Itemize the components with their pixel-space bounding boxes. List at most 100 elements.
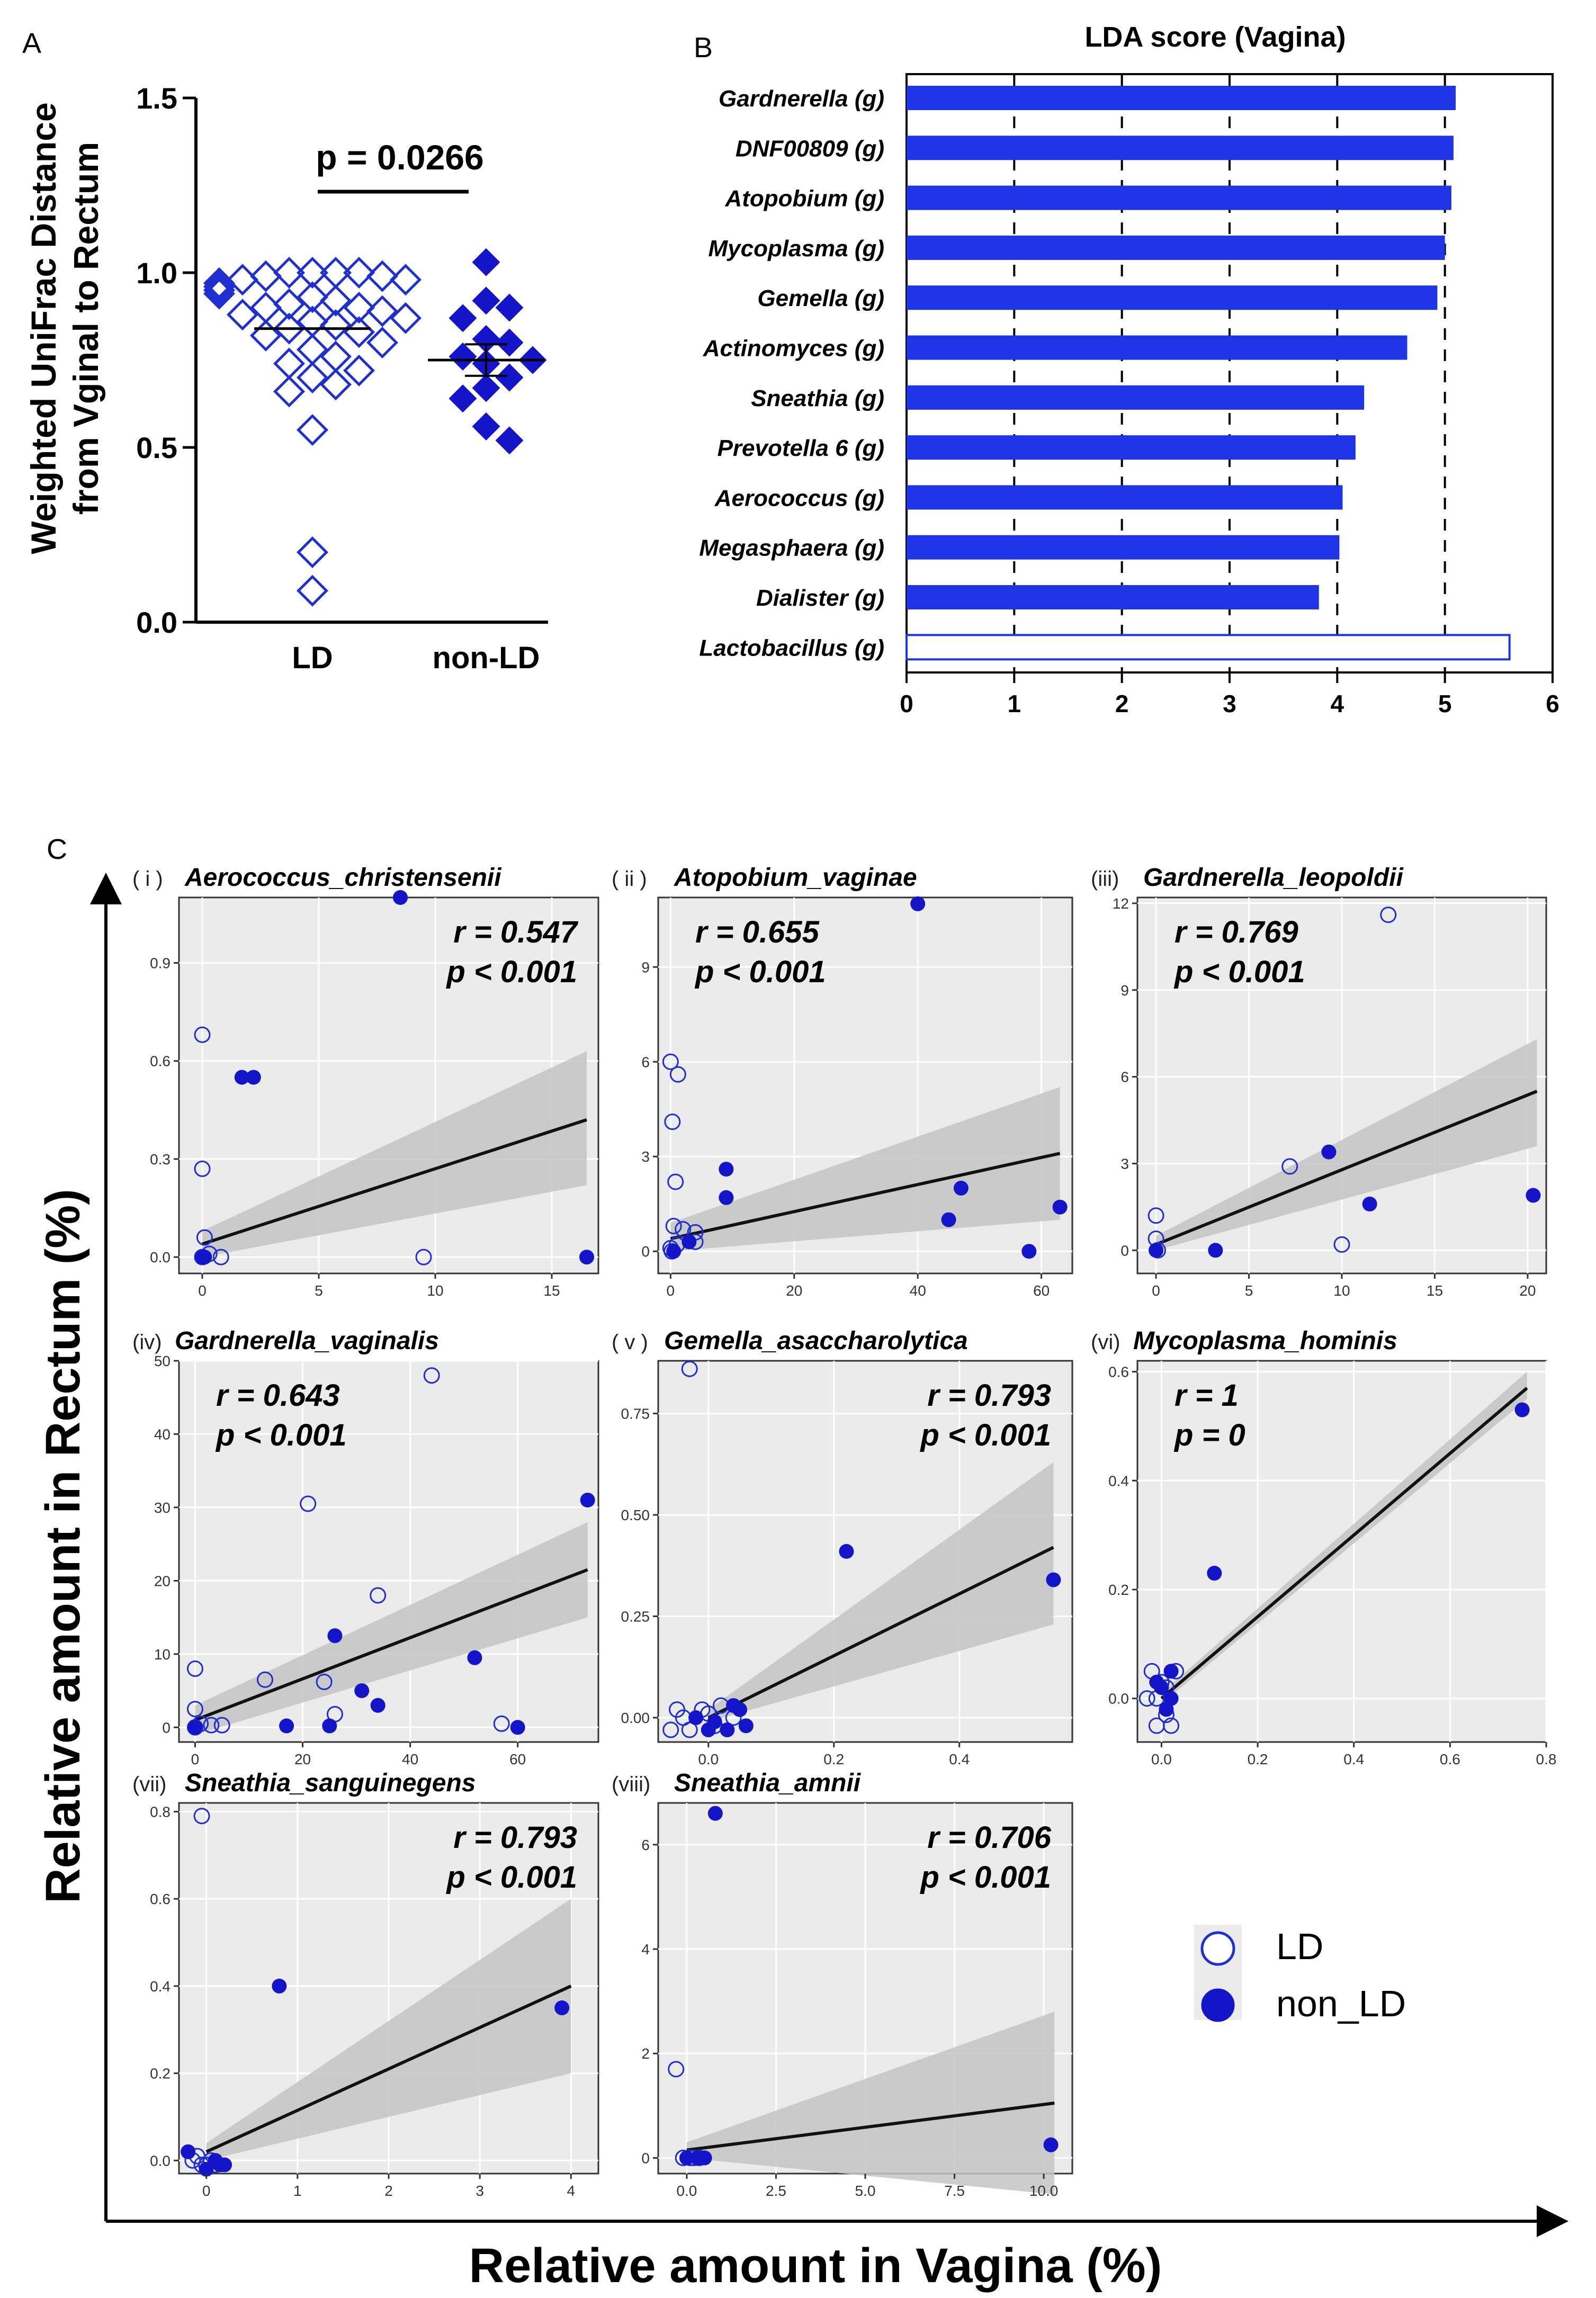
subplot-title: Gemella_asaccharolytica	[664, 1327, 968, 1355]
ld-point	[203, 271, 236, 303]
subplot-y-tick-label: 40	[154, 1426, 171, 1442]
nonld-point	[467, 1650, 482, 1665]
ld-point	[1380, 906, 1397, 923]
nonld-point	[212, 2157, 228, 2173]
nonld-point	[1321, 1144, 1337, 1160]
nonld-point	[495, 426, 524, 455]
panel-b-x-tick-label: 3	[1223, 690, 1236, 717]
nonld-point	[181, 2144, 196, 2159]
lda-bar-nonld	[907, 535, 1340, 560]
nonld-point	[1149, 1243, 1164, 1258]
nonld-point	[839, 1544, 854, 1559]
nonld-point	[354, 1683, 370, 1699]
regression-line	[670, 1152, 1061, 1241]
panel-b-x-ticks: 0 1 2 3 4 5 6	[900, 672, 1559, 717]
nonld-point	[719, 1190, 734, 1205]
panel-c-ylabel: Relative amount in Rectum (%)	[36, 1189, 90, 1904]
ld-point	[203, 267, 236, 299]
subplot-x-tick-label: 40	[402, 1751, 418, 1767]
ld-point	[319, 256, 352, 289]
lda-bar-nonld	[907, 385, 1365, 410]
panel-a-pvalue: p = 0.0266	[316, 138, 483, 177]
ld-point	[296, 281, 329, 313]
regression-line	[194, 1568, 588, 1722]
nonld-point	[682, 1234, 697, 1250]
lda-category-label: Mycoplasma (g)	[708, 236, 884, 262]
subplot-x-tick-label: 5	[315, 1282, 323, 1299]
ld-point	[296, 334, 329, 366]
regression-line	[1155, 1090, 1538, 1246]
ld-point	[203, 274, 236, 307]
subplot-c-i: 0 5 10 15 0.0 0.3 0.6 0.9 ( i ) Aerococcus_christ…	[132, 864, 599, 1299]
subplot-x-tick-label: 20	[786, 1282, 802, 1299]
ld-point	[249, 291, 282, 324]
subplot-x-tick-label: 7.5	[944, 2183, 965, 2199]
ld-point	[370, 1587, 387, 1604]
confidence-band	[670, 1087, 1060, 1252]
subplot-x-tick-label: 0.2	[823, 1751, 844, 1767]
subplot-x-tick-label: 2.5	[766, 2183, 786, 2199]
lda-category-label: Megasphaera (g)	[699, 535, 884, 561]
ld-point	[300, 1495, 317, 1512]
subplot-y-tick-label: 3	[641, 1148, 650, 1165]
subplot-r-value: r = 0.793	[927, 1378, 1051, 1413]
subplot-p-value: p = 0	[1173, 1418, 1245, 1452]
panel-a-ylabel-line2: from Vginal to Rectum	[66, 142, 105, 515]
subplot-y-tick-label: 0.0	[150, 2152, 171, 2169]
subplot-x-tick-label: 0.2	[1248, 1751, 1268, 1767]
nonld-point	[1514, 1402, 1530, 1417]
subplot-x-tick-label: 10	[1333, 1282, 1350, 1299]
subplot-x-tick-label: 0.0	[698, 1751, 719, 1767]
subplot-y-tick-label: 0.6	[1108, 1364, 1129, 1380]
legend-nonld-label: non_LD	[1276, 1983, 1406, 2024]
ld-point	[389, 264, 422, 296]
ld-point	[273, 256, 306, 289]
nonld-point	[1149, 1674, 1164, 1690]
panel-b-x-tick-label: 6	[1546, 690, 1559, 717]
subplot-tag: (vii)	[132, 1773, 166, 1796]
lda-bar-nonld	[907, 435, 1356, 460]
nonld-point	[495, 328, 524, 357]
subplot-r-value: r = 0.547	[453, 915, 579, 949]
nonld-point	[679, 2150, 694, 2166]
subplot-y-tick-label: 0	[641, 2150, 650, 2166]
subplot-x-tick-label: 15	[543, 1282, 560, 1299]
lda-bar-nonld	[907, 335, 1407, 360]
subplot-y-tick-label: 30	[154, 1500, 171, 1516]
subplot-y-tick-label: 3	[1120, 1155, 1129, 1172]
lda-category-label: Prevotella 6 (g)	[718, 435, 884, 461]
subplot-y-tick-label: 0.50	[621, 1507, 650, 1523]
nonld-point	[697, 2150, 712, 2166]
ld-point	[194, 1160, 211, 1177]
subplot-y-tick-label: 0.4	[150, 1978, 171, 1995]
panel-a-group-ld: LD	[292, 641, 333, 675]
nonld-point	[510, 1720, 525, 1735]
confidence-band	[206, 1899, 571, 2161]
subplot-x-tick-label: 0.0	[676, 2183, 697, 2199]
lda-bar-nonld	[907, 86, 1456, 110]
ld-point	[343, 354, 375, 387]
panel-b-label: B	[694, 32, 713, 64]
panel-b-title: LDA score (Vagina)	[1084, 21, 1346, 53]
nonld-point	[738, 1718, 754, 1734]
ld-point	[1147, 1207, 1164, 1224]
subplot-c-vii: 0 1 2 3 4 0.0 0.2 0.4 0.6 0.8 (vii) Sneathia_sangui…	[132, 1769, 599, 2199]
lda-bar-nonld	[907, 585, 1319, 609]
nonld-point	[472, 412, 500, 441]
nonld-point	[580, 1493, 595, 1508]
subplot-p-value: p < 0.001	[919, 1860, 1051, 1895]
ld-point	[203, 277, 236, 310]
panel-b-x-tick-label: 1	[1008, 690, 1021, 717]
nonld-point	[195, 1250, 210, 1265]
subplot-p-value: p < 0.001	[215, 1418, 347, 1452]
subplot-y-tick-label: 6	[1120, 1069, 1129, 1085]
lda-category-label: Atopobium (g)	[724, 186, 884, 212]
panel-a-label: A	[22, 28, 41, 59]
ld-point	[226, 264, 259, 296]
subplot-y-tick-label: 0.0	[1108, 1691, 1129, 1707]
panel-b-gridlines	[1013, 74, 1446, 672]
subplot-y-tick-label: 9	[1120, 982, 1129, 999]
lda-bar-ld	[905, 634, 1511, 661]
ld-point	[193, 1808, 210, 1825]
